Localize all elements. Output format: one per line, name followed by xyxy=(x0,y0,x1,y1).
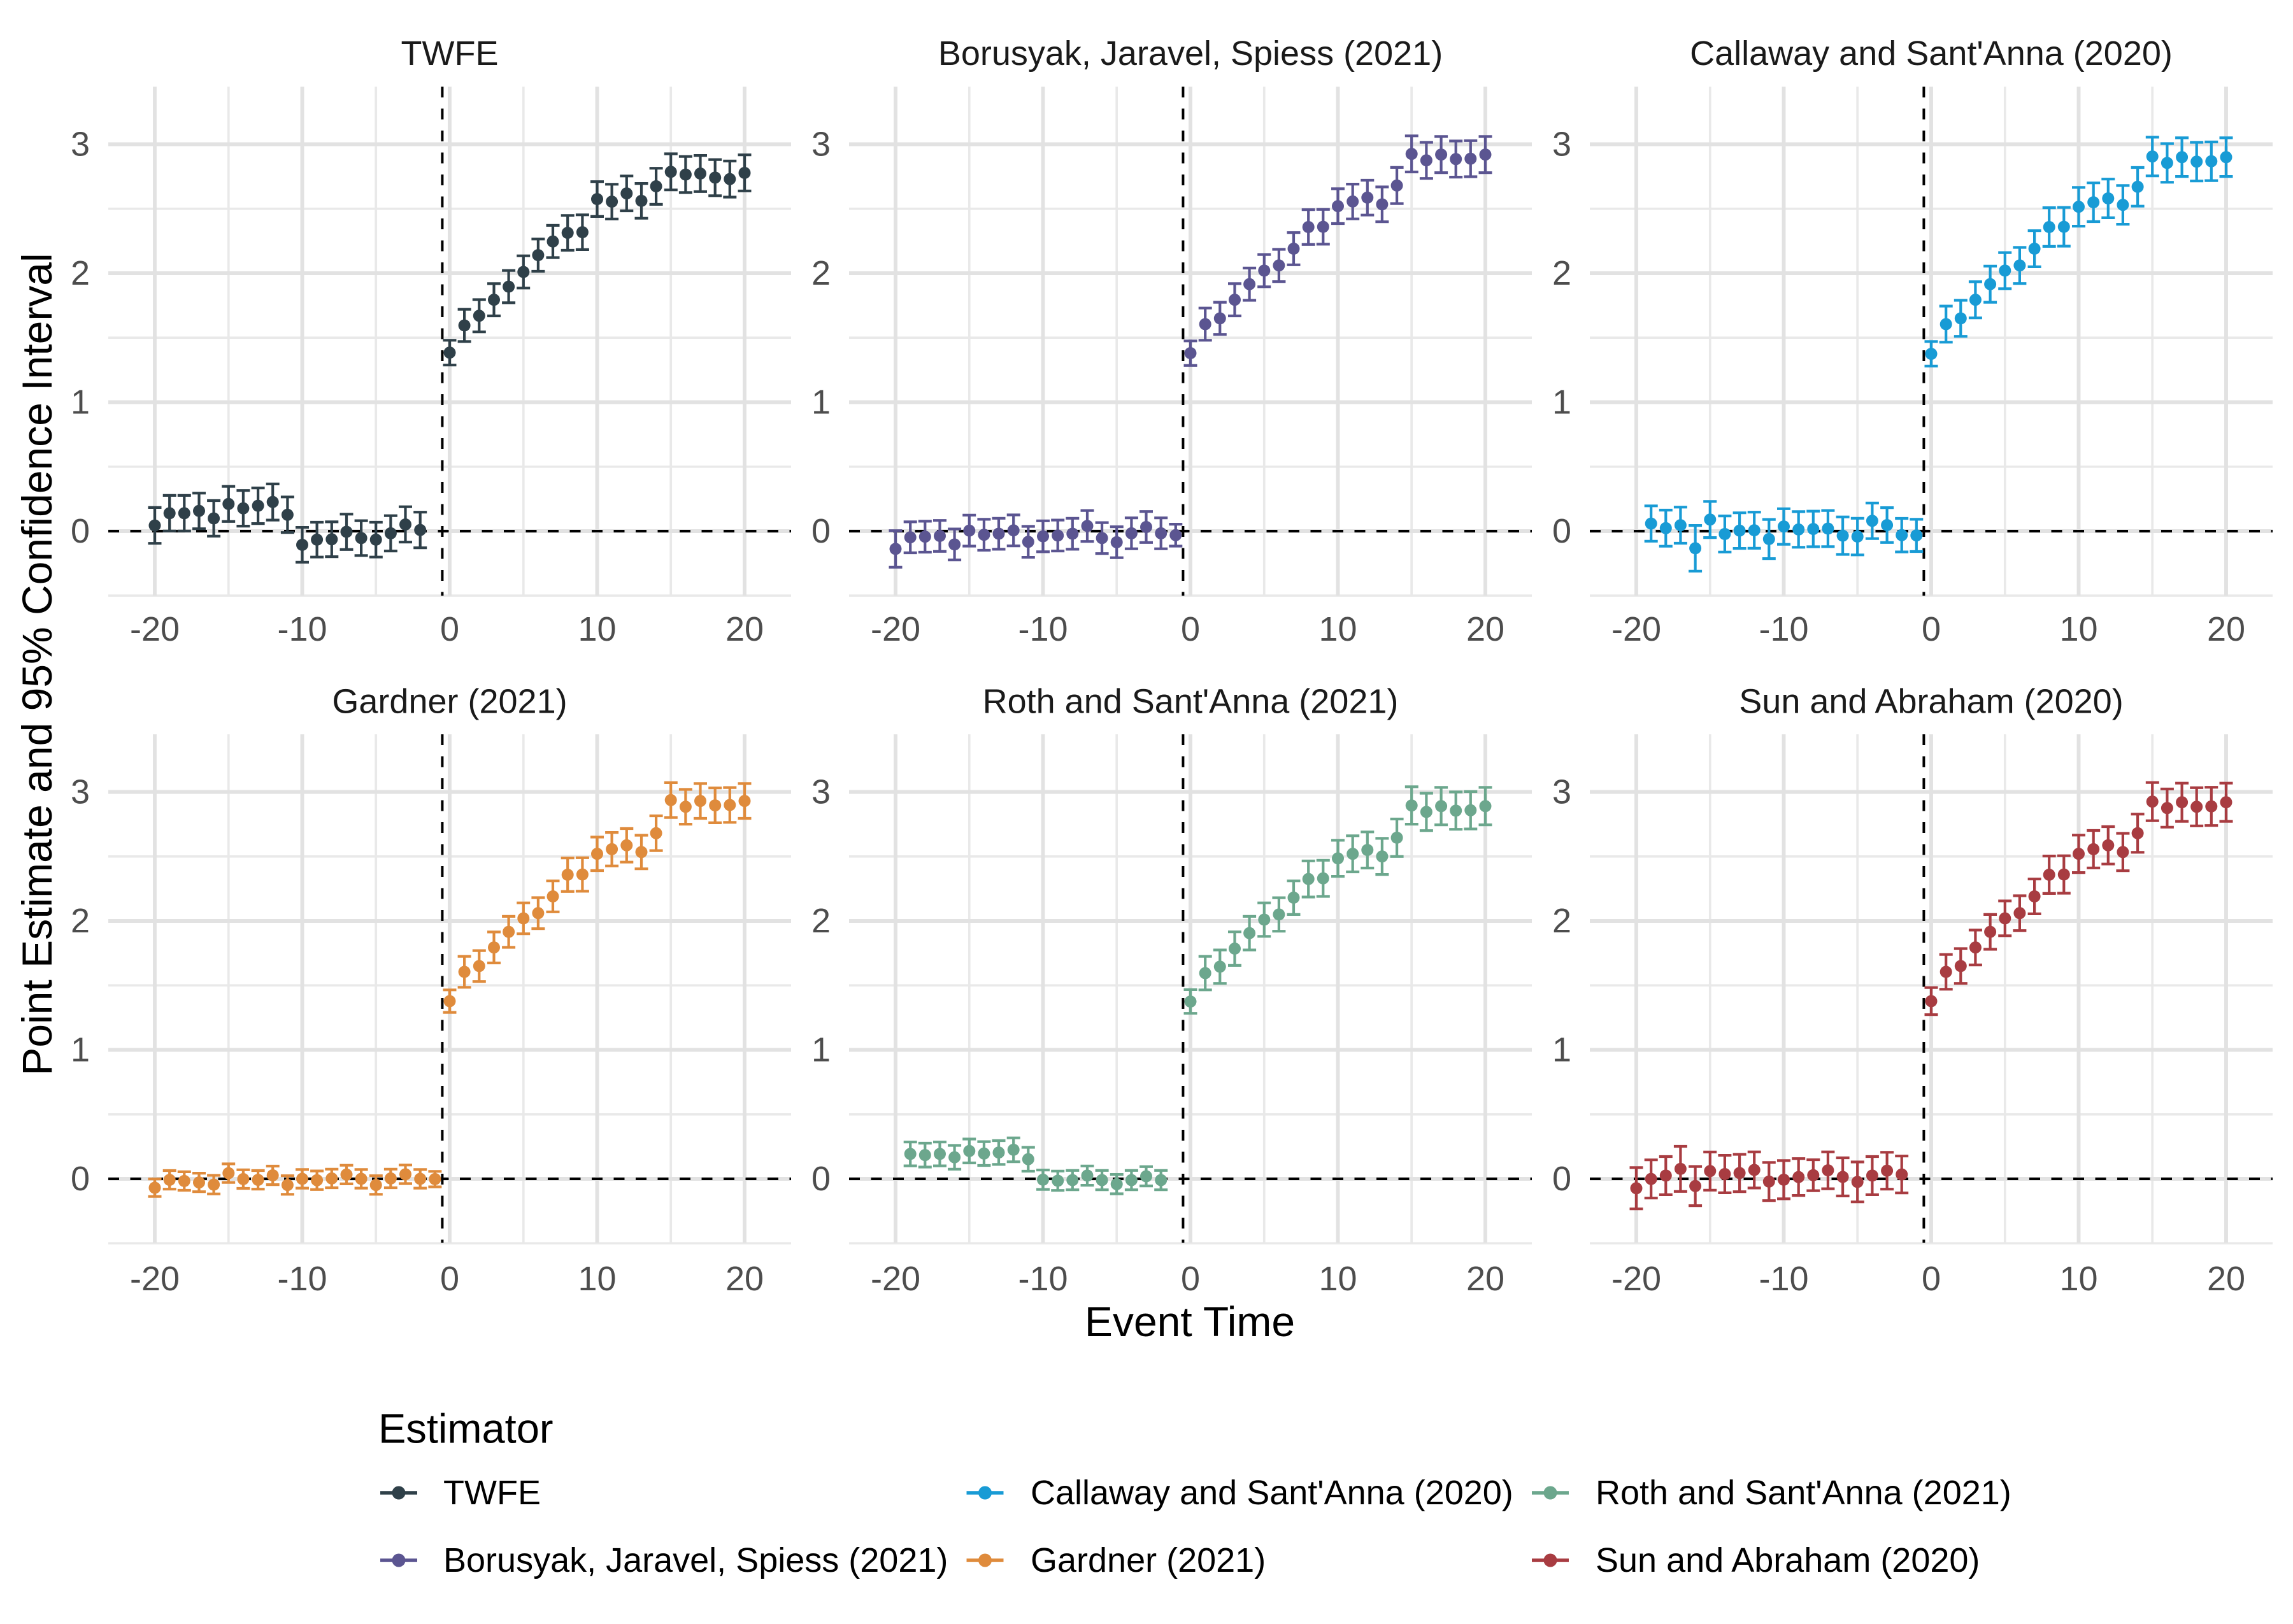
svg-text:0: 0 xyxy=(440,610,459,648)
svg-text:Sun and Abraham (2020): Sun and Abraham (2020) xyxy=(1596,1541,1980,1579)
svg-text:TWFE: TWFE xyxy=(443,1474,541,1512)
svg-text:-10: -10 xyxy=(1759,1260,1808,1298)
svg-text:2: 2 xyxy=(1552,902,1571,940)
svg-text:20: 20 xyxy=(2207,1260,2245,1298)
svg-text:10: 10 xyxy=(1318,1260,1357,1298)
svg-text:1: 1 xyxy=(811,1031,831,1069)
svg-text:1: 1 xyxy=(71,1031,90,1069)
svg-text:-20: -20 xyxy=(1611,1260,1661,1298)
svg-text:Callaway and Sant'Anna (2020): Callaway and Sant'Anna (2020) xyxy=(1031,1474,1513,1512)
svg-text:2: 2 xyxy=(71,254,90,292)
svg-text:1: 1 xyxy=(1552,383,1571,422)
svg-text:Point Estimate and 95% Confide: Point Estimate and 95% Confidence Interv… xyxy=(13,253,61,1075)
svg-text:20: 20 xyxy=(2207,610,2245,648)
svg-text:-10: -10 xyxy=(1018,610,1068,648)
svg-text:Roth and Sant'Anna (2021): Roth and Sant'Anna (2021) xyxy=(1596,1474,2011,1512)
svg-text:20: 20 xyxy=(725,610,764,648)
svg-text:10: 10 xyxy=(578,1260,616,1298)
svg-text:-10: -10 xyxy=(277,610,327,648)
svg-text:-10: -10 xyxy=(1018,1260,1068,1298)
svg-text:-20: -20 xyxy=(130,610,180,648)
svg-text:0: 0 xyxy=(1552,1160,1571,1198)
svg-text:20: 20 xyxy=(725,1260,764,1298)
svg-text:10: 10 xyxy=(2059,610,2097,648)
svg-text:Roth and Sant'Anna (2021): Roth and Sant'Anna (2021) xyxy=(983,683,1399,721)
svg-text:-20: -20 xyxy=(871,610,920,648)
svg-text:0: 0 xyxy=(1181,610,1200,648)
svg-text:0: 0 xyxy=(811,512,831,550)
svg-text:-10: -10 xyxy=(1759,610,1808,648)
svg-text:Borusyak, Jaravel, Spiess (202: Borusyak, Jaravel, Spiess (2021) xyxy=(938,34,1443,73)
svg-text:3: 3 xyxy=(811,125,831,164)
svg-text:0: 0 xyxy=(811,1160,831,1198)
svg-text:1: 1 xyxy=(1552,1031,1571,1069)
svg-text:10: 10 xyxy=(1318,610,1357,648)
svg-text:1: 1 xyxy=(71,383,90,422)
svg-text:-20: -20 xyxy=(130,1260,180,1298)
svg-text:2: 2 xyxy=(1552,254,1571,292)
svg-text:-10: -10 xyxy=(277,1260,327,1298)
svg-text:10: 10 xyxy=(578,610,616,648)
svg-text:2: 2 xyxy=(811,902,831,940)
svg-text:Gardner (2021): Gardner (2021) xyxy=(1031,1541,1266,1579)
svg-text:0: 0 xyxy=(1181,1260,1200,1298)
svg-text:0: 0 xyxy=(71,512,90,550)
svg-text:3: 3 xyxy=(1552,125,1571,164)
svg-text:Borusyak, Jaravel, Spiess (202: Borusyak, Jaravel, Spiess (2021) xyxy=(443,1541,948,1579)
svg-text:3: 3 xyxy=(71,125,90,164)
svg-text:Event Time: Event Time xyxy=(1085,1298,1295,1345)
svg-text:20: 20 xyxy=(1466,1260,1504,1298)
svg-text:10: 10 xyxy=(2059,1260,2097,1298)
svg-text:Estimator: Estimator xyxy=(378,1406,554,1452)
svg-text:0: 0 xyxy=(1922,610,1941,648)
svg-text:0: 0 xyxy=(71,1160,90,1198)
svg-text:0: 0 xyxy=(1922,1260,1941,1298)
svg-text:Gardner (2021): Gardner (2021) xyxy=(332,683,567,721)
svg-text:2: 2 xyxy=(71,902,90,940)
svg-text:20: 20 xyxy=(1466,610,1504,648)
svg-text:-20: -20 xyxy=(1611,610,1661,648)
svg-text:3: 3 xyxy=(811,773,831,811)
svg-text:Callaway and Sant'Anna (2020): Callaway and Sant'Anna (2020) xyxy=(1690,34,2173,73)
svg-text:0: 0 xyxy=(1552,512,1571,550)
svg-text:3: 3 xyxy=(1552,773,1571,811)
svg-text:-20: -20 xyxy=(871,1260,920,1298)
svg-text:0: 0 xyxy=(440,1260,459,1298)
svg-text:TWFE: TWFE xyxy=(401,34,499,73)
svg-text:3: 3 xyxy=(71,773,90,811)
svg-text:Sun and Abraham (2020): Sun and Abraham (2020) xyxy=(1739,683,2123,721)
svg-text:2: 2 xyxy=(811,254,831,292)
svg-text:1: 1 xyxy=(811,383,831,422)
